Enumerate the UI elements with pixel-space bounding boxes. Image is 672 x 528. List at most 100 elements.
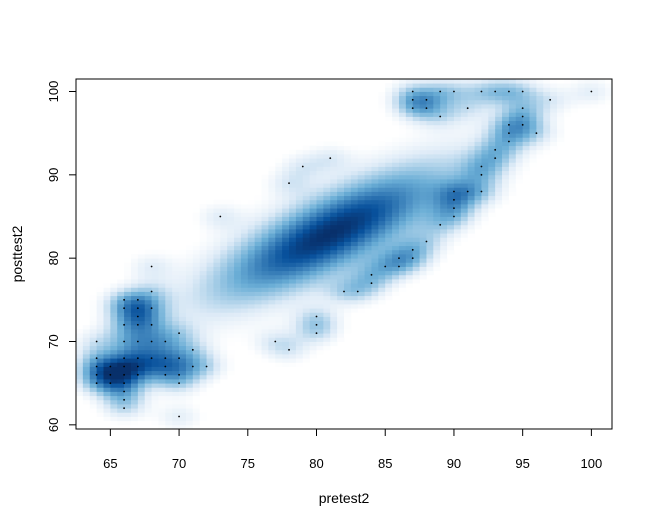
density-cell [364,241,372,247]
density-cell [82,333,91,338]
density-cell [227,258,235,263]
density-cell [289,349,297,355]
density-cell [295,233,304,238]
density-cell [282,191,290,197]
density-cell [96,308,104,313]
density-cell [158,254,166,259]
density-cell [378,270,386,276]
density-cell [89,299,98,305]
density-cell [515,166,524,172]
density-cell [344,174,352,180]
density-cell [295,299,304,305]
density-cell [275,299,283,305]
density-cell [96,337,104,342]
density-cell [220,237,228,242]
density-cell [392,279,400,284]
density-cell [158,337,166,342]
density-cell [495,166,503,172]
density-cell [185,324,194,330]
density-cell [192,349,201,355]
density-cell [206,237,214,242]
density-cell [453,220,462,226]
density-cell [337,208,345,213]
density-cell [467,149,475,155]
density-cell [261,195,269,201]
density-cell [130,254,139,259]
density-cell [192,245,201,251]
density-cell [179,337,187,342]
density-cell [227,224,235,230]
density-cell [440,212,448,217]
density-cell [275,316,283,322]
density-cell [220,233,228,238]
density-cell [124,329,132,334]
density-cell [179,354,187,359]
density-cell [110,324,118,330]
density-cell [151,316,159,322]
density-cell [137,374,146,380]
density-cell [392,216,400,222]
density-cell [323,170,331,176]
density-cell [522,79,530,84]
density-cell [282,266,290,272]
density-cell [309,274,317,280]
density-cell [268,229,276,234]
density-cell [522,104,530,109]
density-cell [309,158,317,163]
density-cell [124,379,132,384]
density-cell [199,295,207,301]
density-cell [144,374,152,380]
density-cell [508,129,517,134]
density-cell [89,312,98,317]
density-cell [502,187,510,192]
density-cell [605,91,612,97]
density-cell [330,233,338,238]
density-cell [227,241,235,247]
density-cell [82,366,91,372]
density-cell [357,283,366,288]
density-cell [110,395,118,401]
density-cell [460,83,469,88]
density-cell [254,245,262,251]
density-cell [474,162,482,167]
density-cell [179,262,187,267]
density-cell [563,112,572,117]
density-cell [392,245,400,251]
density-cell [117,308,125,313]
density-cell [412,212,420,217]
density-cell [254,237,262,242]
outlier-point [123,373,125,376]
density-cell [302,174,311,180]
density-cell [405,279,414,284]
density-cell [337,312,345,317]
density-cell [199,358,207,363]
density-cell [433,99,441,105]
density-cell [398,154,407,159]
density-cell [206,316,214,322]
density-cell [323,262,331,267]
density-cell [117,279,125,284]
density-cell [502,179,510,184]
density-cell [275,354,283,359]
density-cell [330,241,338,247]
density-cell [344,308,352,313]
density-cell [385,283,393,288]
density-cell [357,241,366,247]
density-cell [412,149,420,155]
density-cell [323,287,331,292]
density-cell [447,191,455,197]
density-cell [117,420,125,426]
density-cell [165,399,173,405]
outlier-point [439,115,442,118]
density-cell [103,320,111,326]
density-cell [447,229,455,234]
density-cell [185,329,194,334]
density-cell [385,162,393,167]
density-cell [130,283,139,288]
outlier-point [123,340,125,343]
density-cell [557,87,565,92]
density-cell [515,154,524,159]
density-cell [357,295,366,301]
density-cell [392,83,400,88]
density-cell [330,245,338,251]
